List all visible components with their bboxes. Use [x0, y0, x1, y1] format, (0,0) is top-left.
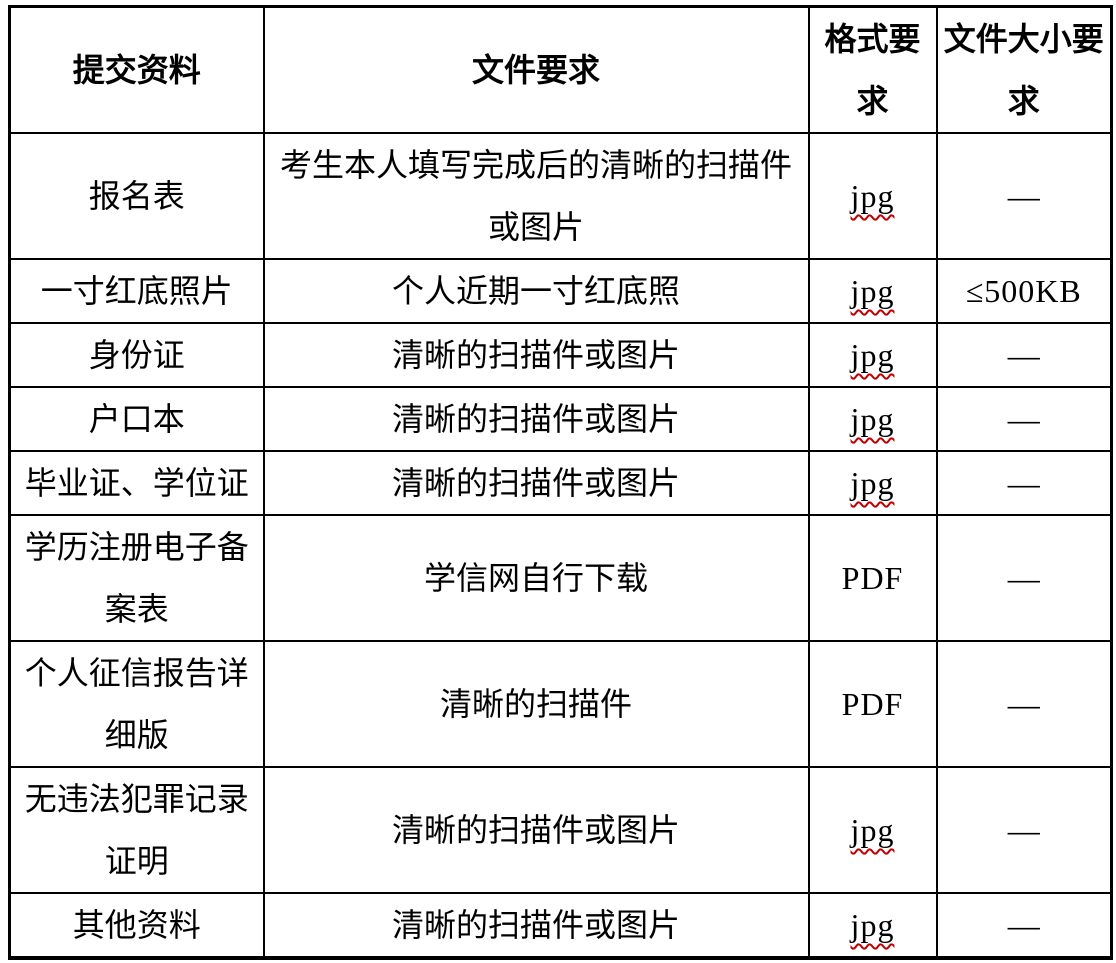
material-cell: 身份证: [8, 322, 265, 388]
requirement-cell: 清晰的扫描件或图片: [262, 322, 810, 388]
material-cell: 一寸红底照片: [8, 258, 265, 324]
material-cell: 户口本: [8, 386, 265, 452]
table-header-row: 提交资料 文件要求 格式要 求 文件大小要 求: [8, 5, 1113, 134]
table-row: 一寸红底照片 个人近期一寸红底照 jpg ≤500KB: [8, 258, 1113, 324]
material-cell: 学历注册电子备 案表: [8, 514, 265, 642]
table-row: 其他资料 清晰的扫描件或图片 jpg —: [8, 892, 1113, 959]
size-cell: —: [935, 766, 1113, 894]
table-row: 个人征信报告详 细版 清晰的扫描件 PDF —: [8, 640, 1113, 768]
table-row: 身份证 清晰的扫描件或图片 jpg —: [8, 322, 1113, 388]
format-cell: jpg: [807, 892, 938, 959]
requirement-cell: 学信网自行下载: [262, 514, 810, 642]
requirement-cell: 清晰的扫描件或图片: [262, 892, 810, 959]
size-cell: —: [935, 892, 1113, 959]
table-row: 报名表 考生本人填写完成后的清晰的扫描件 或图片 jpg —: [8, 132, 1113, 260]
size-cell: —: [935, 514, 1113, 642]
format-cell: jpg: [807, 386, 938, 452]
size-cell: ≤500KB: [935, 258, 1113, 324]
table-row: 无违法犯罪记录 证明 清晰的扫描件或图片 jpg —: [8, 766, 1113, 894]
column-header-size-requirement: 文件大小要 求: [935, 5, 1113, 134]
format-cell: jpg: [807, 322, 938, 388]
format-value: jpg: [850, 337, 895, 373]
table-row: 毕业证、学位证 清晰的扫描件或图片 jpg —: [8, 450, 1113, 516]
size-cell: —: [935, 322, 1113, 388]
table-row: 户口本 清晰的扫描件或图片 jpg —: [8, 386, 1113, 452]
format-value: jpg: [850, 178, 895, 214]
table-row: 学历注册电子备 案表 学信网自行下载 PDF —: [8, 514, 1113, 642]
material-cell: 无违法犯罪记录 证明: [8, 766, 265, 894]
format-cell: PDF: [807, 640, 938, 768]
format-value: jpg: [850, 907, 895, 943]
requirement-cell: 清晰的扫描件或图片: [262, 450, 810, 516]
size-cell: —: [935, 640, 1113, 768]
size-cell: —: [935, 450, 1113, 516]
material-cell: 个人征信报告详 细版: [8, 640, 265, 768]
format-value: jpg: [850, 273, 895, 309]
format-value: PDF: [841, 560, 904, 596]
requirement-cell: 个人近期一寸红底照: [262, 258, 810, 324]
requirement-cell: 清晰的扫描件: [262, 640, 810, 768]
format-cell: jpg: [807, 450, 938, 516]
size-cell: —: [935, 386, 1113, 452]
column-header-format-requirement: 格式要 求: [807, 5, 938, 134]
size-value: ≤500KB: [965, 273, 1082, 309]
requirement-cell: 清晰的扫描件或图片: [262, 766, 810, 894]
material-cell: 报名表: [8, 132, 265, 260]
format-cell: jpg: [807, 258, 938, 324]
size-cell: —: [935, 132, 1113, 260]
format-value: jpg: [850, 812, 895, 848]
material-cell: 其他资料: [8, 892, 265, 959]
column-header-file-requirement: 文件要求: [262, 5, 810, 134]
format-cell: jpg: [807, 132, 938, 260]
column-header-material: 提交资料: [8, 5, 265, 134]
requirement-cell: 考生本人填写完成后的清晰的扫描件 或图片: [262, 132, 810, 260]
material-cell: 毕业证、学位证: [8, 450, 265, 516]
format-cell: jpg: [807, 766, 938, 894]
requirement-cell: 清晰的扫描件或图片: [262, 386, 810, 452]
format-cell: PDF: [807, 514, 938, 642]
format-value: jpg: [850, 465, 895, 501]
format-value: PDF: [841, 686, 904, 722]
requirements-table: 提交资料 文件要求 格式要 求 文件大小要 求 报名表 考生本人填写完成后的清晰…: [8, 5, 1113, 960]
format-value: jpg: [850, 401, 895, 437]
